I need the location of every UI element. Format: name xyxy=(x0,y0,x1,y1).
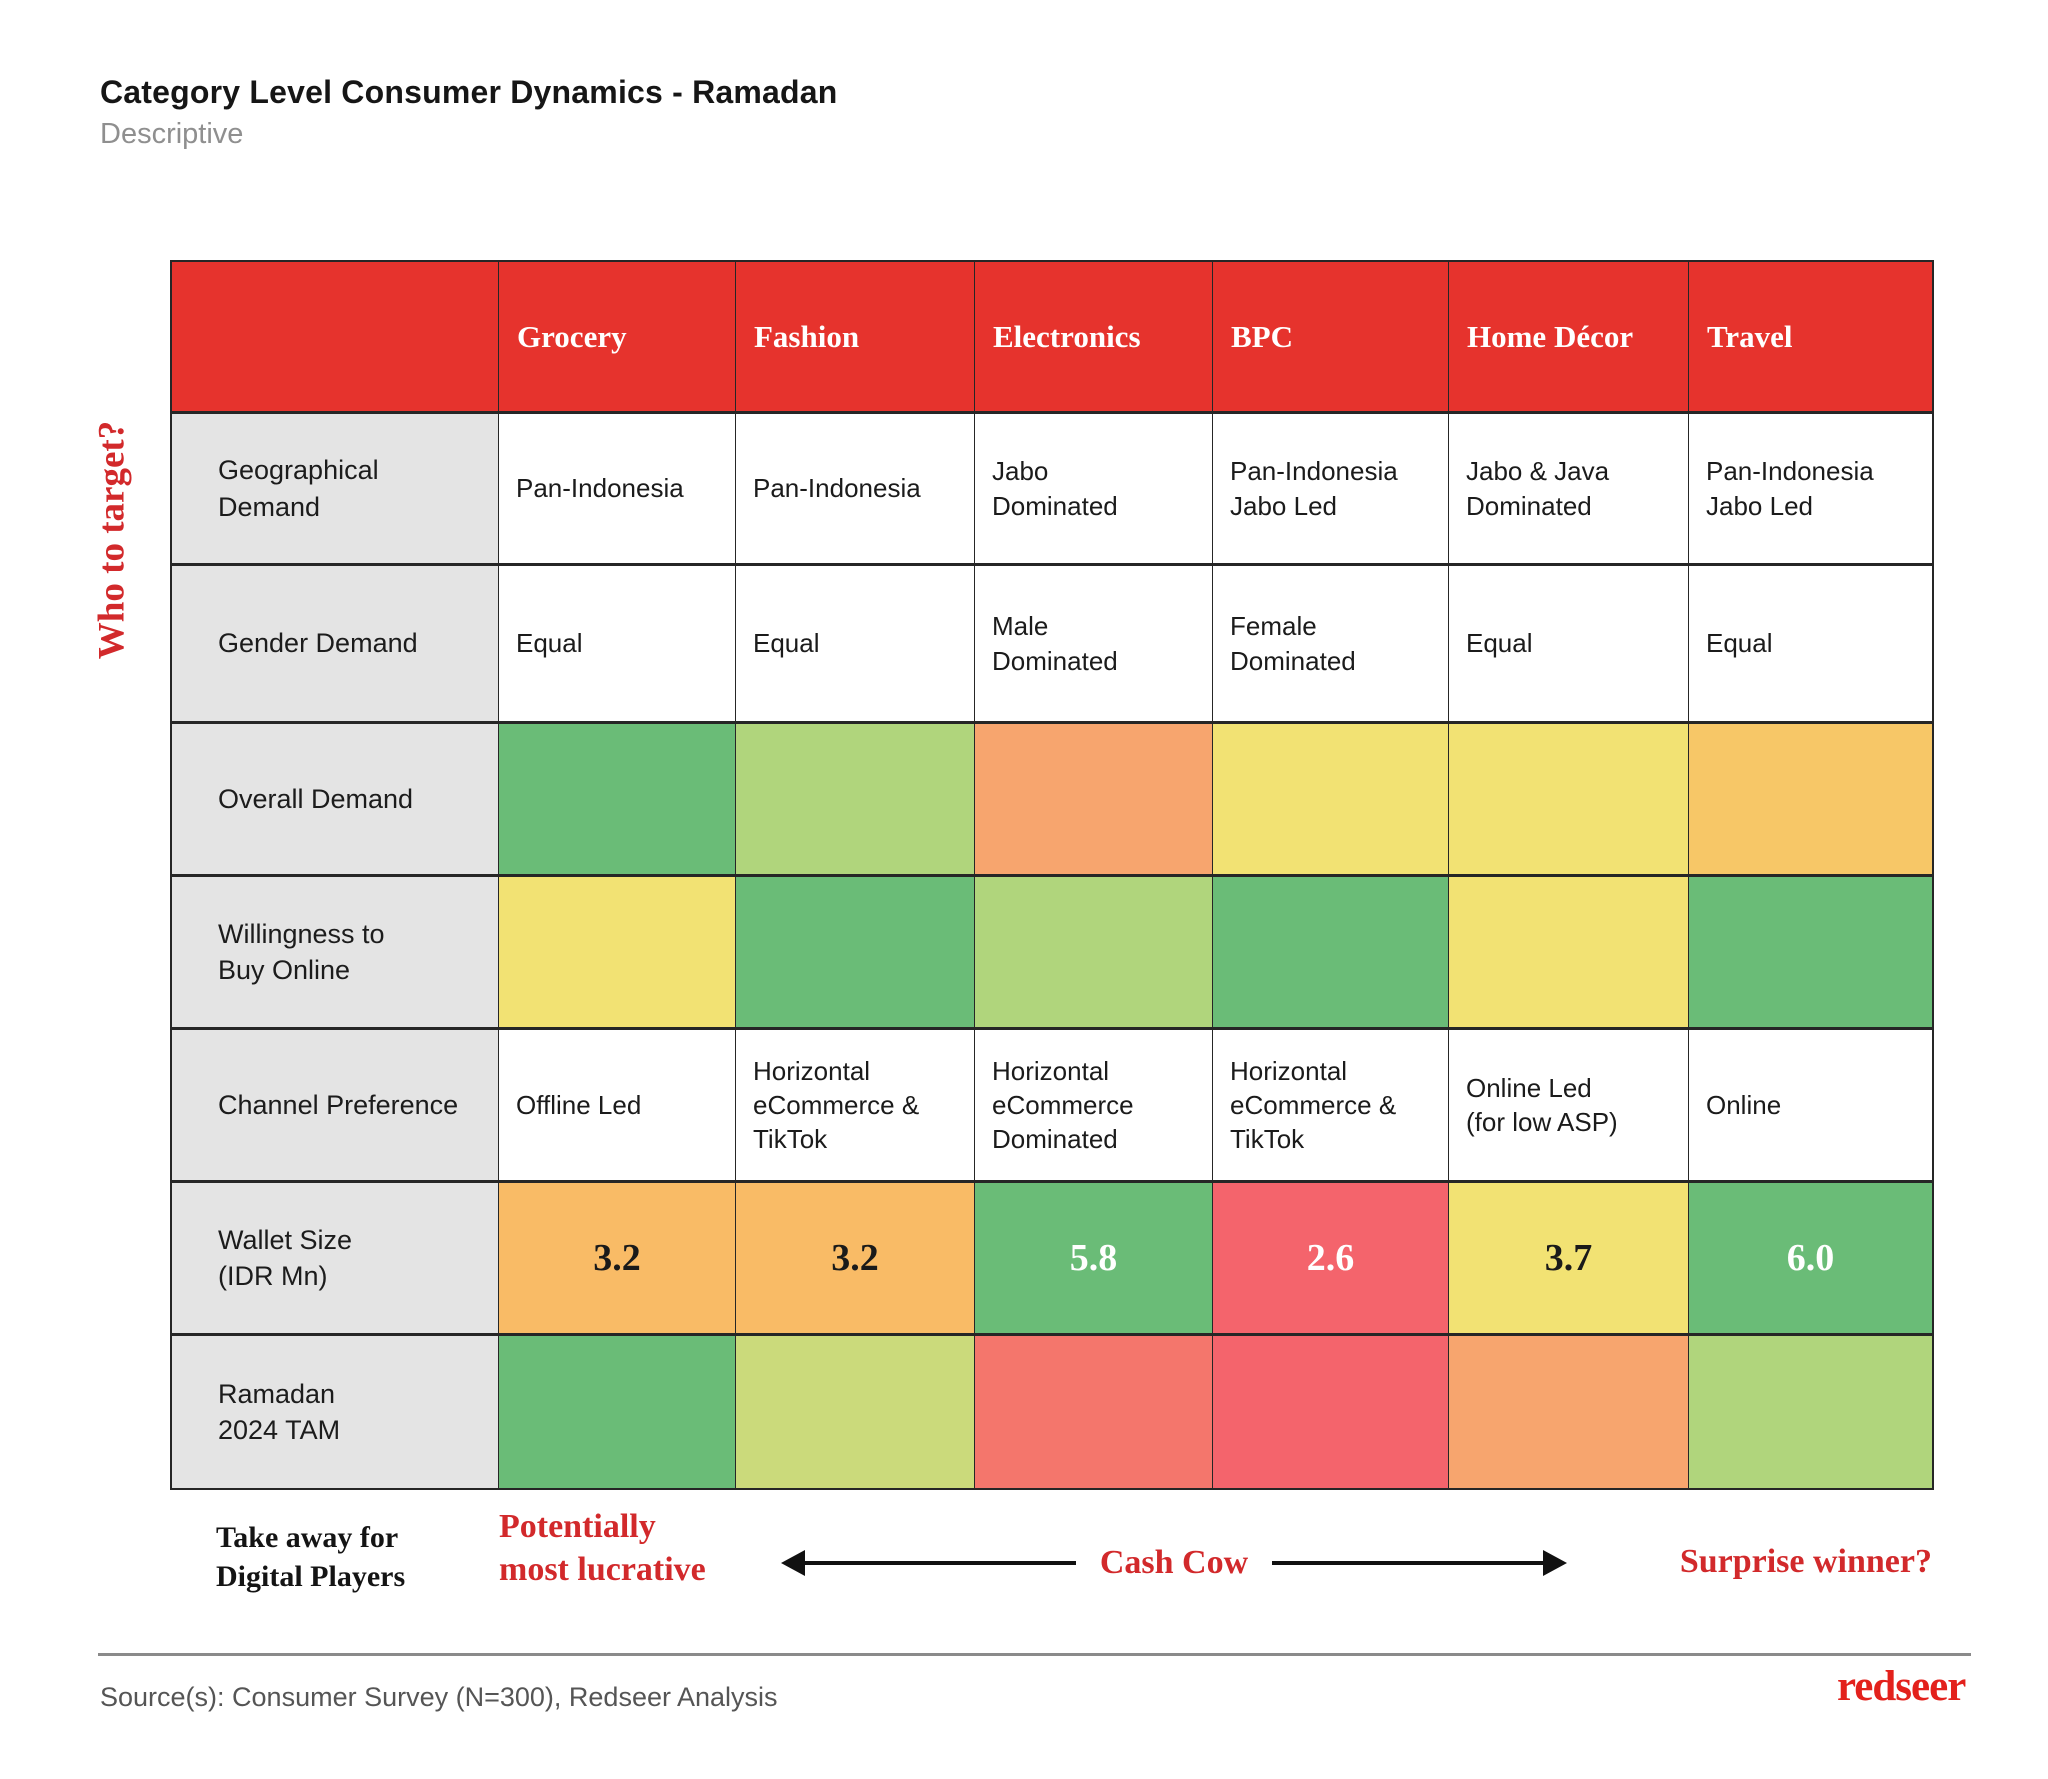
column-header-grocery: Grocery xyxy=(499,262,736,414)
wallet-size-cell-home-decor: 3.7 xyxy=(1449,1183,1689,1336)
willingness-cell-home-decor xyxy=(1449,877,1689,1030)
geographical-demand-cell-fashion: Pan-Indonesia xyxy=(736,414,975,566)
row-label-channel-preference: Channel Preference xyxy=(172,1030,499,1183)
takeaway-surprise-winner: Surprise winner? xyxy=(1679,1543,1932,1580)
gender-demand-cell-electronics: Male Dominated xyxy=(975,566,1213,724)
row-label-wallet-size: Wallet Size (IDR Mn) xyxy=(172,1183,499,1336)
willingness-cell-travel xyxy=(1689,877,1932,1030)
wallet-size-cell-bpc: 2.6 xyxy=(1213,1183,1449,1336)
channel-preference-cell-electronics: Horizontal eCommerce Dominated xyxy=(975,1030,1213,1183)
willingness-cell-grocery xyxy=(499,877,736,1030)
willingness-cell-electronics xyxy=(975,877,1213,1030)
arrow-line-left xyxy=(805,1561,1076,1565)
ramadan-tam-cell-home-decor xyxy=(1449,1336,1689,1488)
side-axis-label: Who to target? xyxy=(91,420,133,660)
row-label-willingness-to-buy-online: Willingness to Buy Online xyxy=(172,877,499,1030)
wallet-size-cell-fashion: 3.2 xyxy=(736,1183,975,1336)
cash-cow-arrow: Cash Cow xyxy=(781,1544,1567,1581)
column-header-home-decor: Home Décor xyxy=(1449,262,1689,414)
ramadan-tam-cell-electronics xyxy=(975,1336,1213,1488)
footer-divider xyxy=(98,1653,1971,1656)
row-label-geographical-demand: Geographical Demand xyxy=(172,414,499,566)
channel-preference-cell-fashion: Horizontal eCommerce & TikTok xyxy=(736,1030,975,1183)
channel-preference-cell-bpc: Horizontal eCommerce & TikTok xyxy=(1213,1030,1449,1183)
gender-demand-cell-grocery: Equal xyxy=(499,566,736,724)
gender-demand-cell-home-decor: Equal xyxy=(1449,566,1689,724)
channel-preference-cell-grocery: Offline Led xyxy=(499,1030,736,1183)
overall-demand-cell-grocery xyxy=(499,724,736,877)
geographical-demand-cell-bpc: Pan-Indonesia Jabo Led xyxy=(1213,414,1449,566)
column-header-travel: Travel xyxy=(1689,262,1932,414)
page-subtitle: Descriptive xyxy=(100,118,244,150)
overall-demand-cell-home-decor xyxy=(1449,724,1689,877)
overall-demand-cell-travel xyxy=(1689,724,1932,877)
arrow-line-right xyxy=(1272,1561,1543,1565)
ramadan-tam-cell-travel xyxy=(1689,1336,1932,1488)
takeaway-title: Take away for Digital Players xyxy=(216,1521,406,1593)
geographical-demand-cell-travel: Pan-Indonesia Jabo Led xyxy=(1689,414,1932,566)
overall-demand-cell-fashion xyxy=(736,724,975,877)
gender-demand-cell-fashion: Equal xyxy=(736,566,975,724)
gender-demand-cell-travel: Equal xyxy=(1689,566,1932,724)
geographical-demand-cell-electronics: Jabo Dominated xyxy=(975,414,1213,566)
wallet-size-cell-travel: 6.0 xyxy=(1689,1183,1932,1336)
row-label-overall-demand: Overall Demand xyxy=(172,724,499,877)
ramadan-tam-cell-fashion xyxy=(736,1336,975,1488)
takeaway-most-lucrative: Potentially most lucrative xyxy=(499,1508,706,1588)
geographical-demand-cell-grocery: Pan-Indonesia xyxy=(499,414,736,566)
row-label-gender-demand: Gender Demand xyxy=(172,566,499,724)
arrow-left-icon xyxy=(781,1550,805,1576)
channel-preference-cell-travel: Online xyxy=(1689,1030,1932,1183)
column-header-fashion: Fashion xyxy=(736,262,975,414)
arrow-right-icon xyxy=(1543,1550,1567,1576)
page-title: Category Level Consumer Dynamics - Ramad… xyxy=(100,74,838,110)
channel-preference-cell-home-decor: Online Led (for low ASP) xyxy=(1449,1030,1689,1183)
row-label-ramadan-tam: Ramadan 2024 TAM xyxy=(172,1336,499,1488)
column-header-electronics: Electronics xyxy=(975,262,1213,414)
willingness-cell-fashion xyxy=(736,877,975,1030)
gender-demand-cell-bpc: Female Dominated xyxy=(1213,566,1449,724)
ramadan-tam-cell-grocery xyxy=(499,1336,736,1488)
wallet-size-cell-electronics: 5.8 xyxy=(975,1183,1213,1336)
takeaway-cash-cow: Cash Cow xyxy=(1099,1544,1249,1581)
column-header-bpc: BPC xyxy=(1213,262,1449,414)
ramadan-tam-cell-bpc xyxy=(1213,1336,1449,1488)
overall-demand-cell-electronics xyxy=(975,724,1213,877)
overall-demand-cell-bpc xyxy=(1213,724,1449,877)
geographical-demand-cell-home-decor: Jabo & Java Dominated xyxy=(1449,414,1689,566)
consumer-dynamics-table: Grocery Fashion Electronics BPC Home Déc… xyxy=(170,260,1934,1490)
table-corner-cell xyxy=(172,262,499,414)
source-note: Source(s): Consumer Survey (N=300), Reds… xyxy=(100,1682,778,1712)
redseer-logo: redseer xyxy=(1837,1663,1966,1710)
willingness-cell-bpc xyxy=(1213,877,1449,1030)
wallet-size-cell-grocery: 3.2 xyxy=(499,1183,736,1336)
